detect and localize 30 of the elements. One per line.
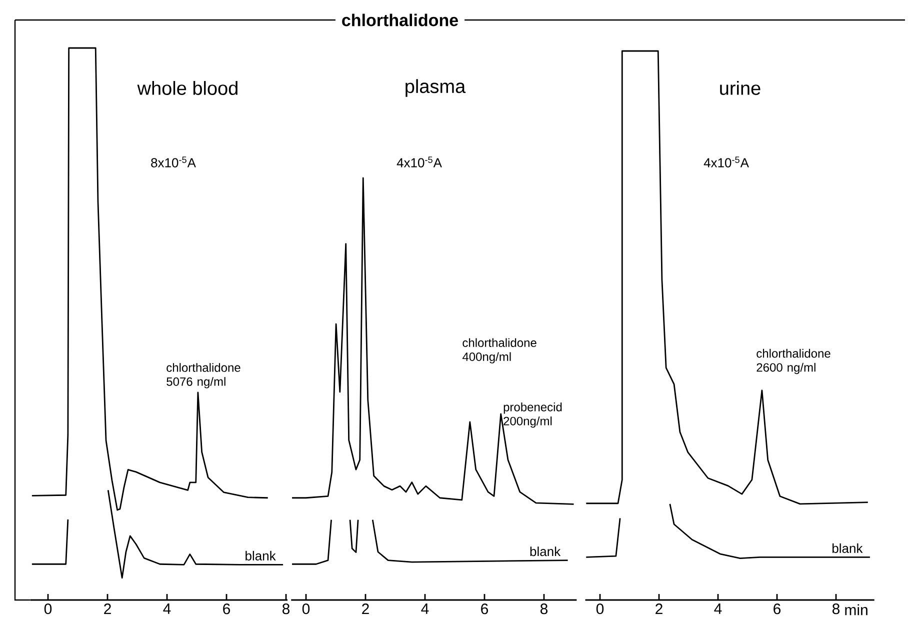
x-tick-label: 0 — [44, 604, 52, 614]
chart-title: chlorthalidone — [342, 14, 458, 26]
series-label: blank — [530, 546, 561, 556]
text: whole blood — [137, 81, 238, 95]
annotation: probenecid 200ng/ml — [504, 402, 562, 428]
x-tick-label: 2 — [362, 604, 369, 614]
x-tick-label: 6 — [774, 604, 781, 614]
x-axis-title: min — [845, 604, 868, 616]
x-tick-label: 8 — [540, 604, 548, 614]
chart-subtitle: plasma — [406, 79, 466, 97]
text: urine — [720, 81, 760, 95]
x-tick-label: 8 — [282, 604, 290, 614]
annotation: chlorthalidone 5076 ng/ml — [166, 363, 240, 388]
text: 4x10$^{-5}$A — [396, 156, 442, 168]
x-tick-label: 6 — [223, 604, 230, 614]
x-tick-label: 4 — [163, 604, 171, 614]
series-label: blank — [832, 543, 863, 553]
series-label: blank — [246, 550, 276, 560]
annotation: chlorthalidone 2600 ng/ml — [756, 348, 830, 374]
x-tick-label: 0 — [302, 604, 310, 614]
x-tick-label: 0 — [596, 604, 604, 614]
x-tick-label: 4 — [714, 604, 722, 614]
annotation: chlorthalidone 400ng/ml — [462, 338, 536, 364]
x-tick-label: 2 — [656, 604, 662, 614]
x-tick-label: 8 — [832, 604, 840, 614]
x-tick-label: 4 — [421, 604, 429, 614]
annotation: 8x10$^{-5}$A — [151, 156, 196, 168]
x-tick-label: 2 — [104, 604, 111, 614]
x-tick-label: 6 — [481, 604, 488, 614]
annotation: 4x10$^{-5}$A — [704, 156, 749, 168]
